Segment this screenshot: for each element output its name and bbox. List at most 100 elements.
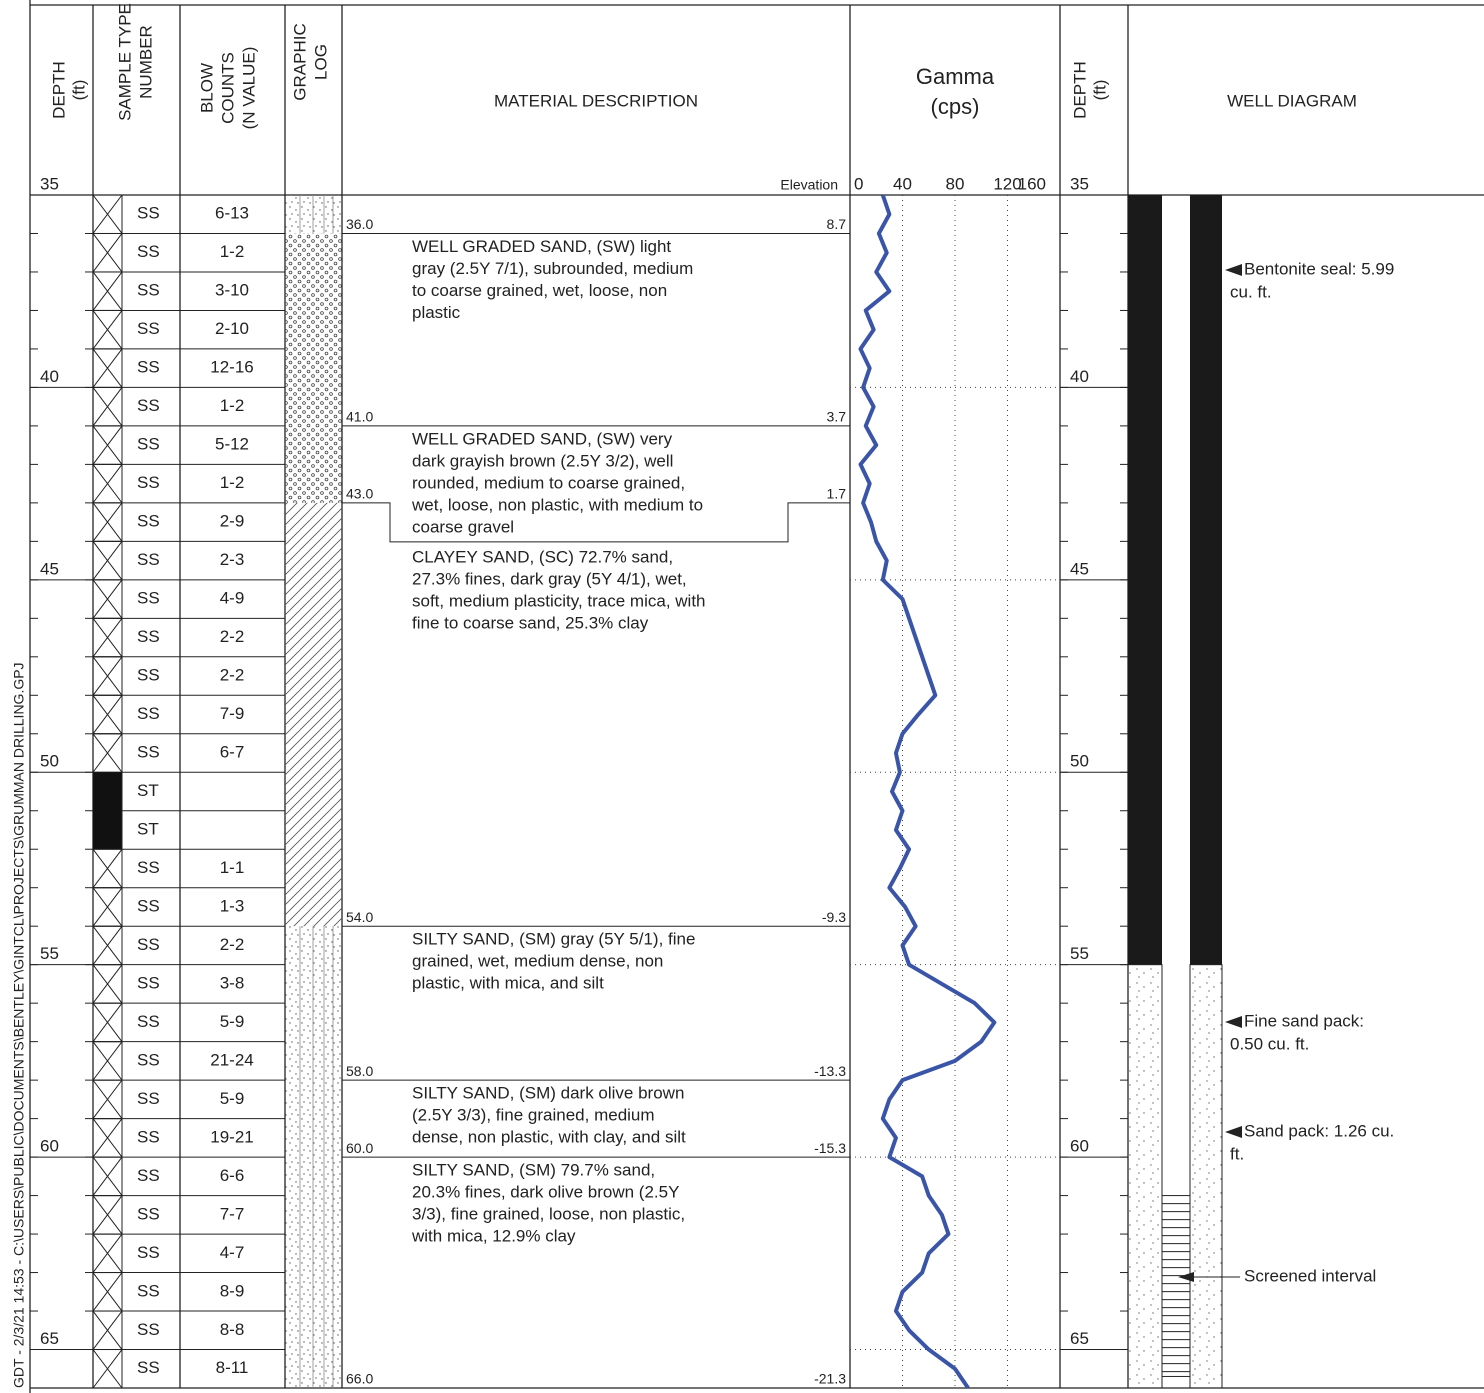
blow-count: 12-16 (210, 358, 253, 377)
annotation-arrow (1178, 1272, 1194, 1282)
depth-label: 35 (40, 174, 59, 193)
sample-cross (93, 233, 122, 271)
sample-cross (93, 1157, 122, 1195)
gamma-tick-label: 160 (1018, 174, 1046, 193)
layer-elevation: -15.3 (814, 1140, 846, 1156)
well-annotation: Bentonite seal: 5.99 (1244, 259, 1394, 278)
blow-count: 3-8 (220, 973, 245, 992)
annotation-arrow (1225, 1126, 1242, 1138)
sample-cross (93, 503, 122, 541)
sample-tube (93, 772, 122, 810)
graphic-log (285, 503, 342, 926)
sample-cross (93, 1311, 122, 1349)
sample-cross (93, 1080, 122, 1118)
blow-count: 8-8 (220, 1320, 245, 1339)
blow-count: 5-9 (220, 1012, 245, 1031)
description-line: gray (2.5Y 7/1), subrounded, medium (412, 259, 693, 278)
sample-cross (93, 464, 122, 502)
description-line: 3/3), fine grained, loose, non plastic, (412, 1205, 685, 1224)
gamma-title: Gamma (916, 64, 995, 89)
sample-type: ST (137, 819, 159, 838)
gamma-trace (861, 195, 995, 1388)
blow-count: 2-9 (220, 512, 245, 531)
sample-cross (93, 1003, 122, 1041)
depth-label: 60 (1070, 1137, 1089, 1156)
description-line: to coarse grained, wet, loose, non (412, 281, 667, 300)
blow-count: 2-10 (215, 319, 249, 338)
screen (1162, 1196, 1190, 1377)
sample-type: SS (137, 1050, 160, 1069)
description-line: SILTY SAND, (SM) 79.7% sand, (412, 1161, 655, 1180)
description-line: coarse gravel (412, 517, 514, 536)
column-header: GRAPHIC (290, 23, 309, 100)
column-header: (N VALUE) (239, 47, 258, 130)
depth-label: 55 (1070, 944, 1089, 963)
gamma-tick-label: 40 (893, 174, 912, 193)
annotation-arrow (1225, 264, 1242, 276)
column-header: SAMPLE TYPE (115, 3, 134, 121)
blow-count: 6-7 (220, 743, 245, 762)
sample-type: SS (137, 627, 160, 646)
sample-type: SS (137, 1243, 160, 1262)
graphic-log (285, 926, 342, 1080)
sample-type: SS (137, 1204, 160, 1223)
description-line: plastic (412, 303, 461, 322)
description-line: wet, loose, non plastic, with medium to (411, 495, 703, 514)
sample-type: SS (137, 396, 160, 415)
blow-count: 8-11 (216, 1358, 249, 1377)
sample-cross (93, 272, 122, 310)
well-annotation: Sand pack: 1.26 cu. (1244, 1121, 1394, 1140)
blow-count: 7-7 (220, 1204, 245, 1223)
well-annotation: ft. (1230, 1144, 1244, 1163)
elevation-header: Elevation (780, 177, 838, 193)
sample-type: SS (137, 589, 160, 608)
column-header: DEPTH (49, 61, 68, 119)
layer-depth: 41.0 (346, 409, 373, 425)
blow-count: 6-6 (220, 1166, 245, 1185)
blow-count: 2-2 (220, 627, 245, 646)
gamma-tick-label: 80 (946, 174, 965, 193)
well-annotation: Screened interval (1244, 1266, 1376, 1285)
sand-pack (1190, 965, 1222, 1388)
sample-cross (93, 849, 122, 887)
description-line: (2.5Y 3/3), fine grained, medium (412, 1106, 655, 1125)
blow-count: 8-9 (220, 1281, 245, 1300)
depth-label: 35 (1070, 174, 1089, 193)
sample-cross (93, 1273, 122, 1311)
layer-depth: 66.0 (346, 1371, 373, 1387)
depth-label: 50 (40, 752, 59, 771)
sample-cross (93, 657, 122, 695)
sample-type: SS (137, 858, 160, 877)
gamma-tick-label: 0 (854, 174, 863, 193)
blow-count: 21-24 (210, 1050, 253, 1069)
sample-cross (93, 1350, 122, 1388)
blow-count: 5-9 (220, 1089, 245, 1108)
description-line: WELL GRADED SAND, (SW) very (412, 429, 673, 448)
sample-cross (93, 926, 122, 964)
layer-depth: 36.0 (346, 216, 373, 232)
description-line: soft, medium plasticity, trace mica, wit… (412, 591, 706, 610)
blow-count: 4-7 (220, 1243, 245, 1262)
description-line: with mica, 12.9% clay (411, 1227, 576, 1246)
description-line: plastic, with mica, and silt (412, 974, 604, 993)
depth-label: 40 (40, 367, 59, 386)
depth-label: 45 (40, 559, 59, 578)
sample-cross (93, 387, 122, 425)
depth-label: 65 (1070, 1329, 1089, 1348)
sample-type: SS (137, 1281, 160, 1300)
well-annotation: 0.50 cu. ft. (1230, 1034, 1309, 1053)
blow-count: 2-2 (220, 935, 245, 954)
sample-cross (93, 195, 122, 233)
column-header: (ft) (69, 80, 88, 101)
description-line: WELL GRADED SAND, (SW) light (412, 237, 671, 256)
column-header: NUMBER (136, 25, 155, 99)
sample-type: SS (137, 473, 160, 492)
description-line: dark grayish brown (2.5Y 3/2), well (412, 451, 673, 470)
column-header: COUNTS (218, 52, 237, 124)
layer-elevation: -21.3 (814, 1371, 846, 1387)
sample-cross (93, 426, 122, 464)
sample-type: SS (137, 1358, 160, 1377)
sample-cross (93, 1119, 122, 1157)
sample-cross (93, 618, 122, 656)
blow-count: 1-2 (220, 242, 245, 261)
